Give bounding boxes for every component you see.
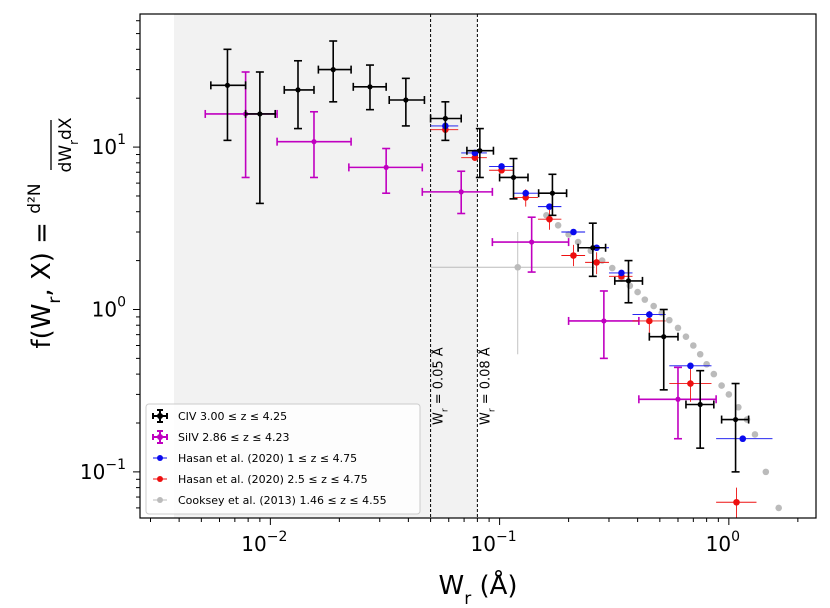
data-point xyxy=(224,82,231,88)
series-2 xyxy=(430,122,773,443)
data-point xyxy=(733,498,740,506)
svg-text:dWrdX: dWrdX xyxy=(56,117,81,172)
data-point xyxy=(666,316,673,324)
data-point xyxy=(739,435,747,443)
legend-marker-dot-2 xyxy=(157,455,163,461)
data-point xyxy=(522,189,530,197)
plot-frame xyxy=(139,13,817,519)
x-tick-label-0: 10−2 xyxy=(241,529,287,556)
data-point xyxy=(626,282,634,290)
data-point xyxy=(593,259,600,266)
series-4 xyxy=(430,212,782,512)
legend-label-0: CIV 3.00 ≤ z ≤ 4.25 xyxy=(178,410,287,423)
data-point xyxy=(618,269,625,277)
data-point xyxy=(257,111,263,117)
y-tick-label-0: 10−1 xyxy=(80,457,126,484)
y-axis-label: f(Wr, X) = d²N xyxy=(25,183,65,348)
data-point xyxy=(682,333,690,340)
data-point xyxy=(590,245,596,251)
x-tick-label-2: 100 xyxy=(706,529,740,556)
data-point xyxy=(661,334,667,340)
data-point xyxy=(403,97,409,103)
data-point xyxy=(549,190,556,196)
data-point xyxy=(697,401,703,408)
data-point xyxy=(546,215,553,223)
data-point xyxy=(330,67,336,73)
data-point xyxy=(570,252,577,259)
vline-label-1: Wr = 0.08 Å xyxy=(477,347,497,425)
data-point xyxy=(641,296,649,303)
data-point xyxy=(546,203,553,210)
vline-layer: Wr = 0.05 Å Wr = 0.08 Å xyxy=(430,14,497,518)
legend-marker-dot-4 xyxy=(157,497,163,503)
legend-label-2: Hasan et al. (2020) 1 ≤ z ≤ 4.75 xyxy=(178,452,357,465)
legend-label-1: SiIV 2.86 ≤ z ≤ 4.23 xyxy=(178,431,289,444)
data-point xyxy=(646,317,653,325)
series-layer xyxy=(204,40,782,518)
data-point xyxy=(529,239,535,245)
legend-marker-dot-0 xyxy=(157,413,163,419)
legend-frame xyxy=(145,403,421,515)
data-point xyxy=(574,238,582,246)
data-point xyxy=(710,370,718,378)
data-point xyxy=(775,504,782,512)
legend-label-4: Cooksey et al. (2013) 1.46 ≤ z ≤ 4.55 xyxy=(178,494,387,507)
data-point xyxy=(510,174,517,181)
data-point xyxy=(735,403,742,411)
data-point xyxy=(498,163,505,170)
data-point xyxy=(295,87,301,93)
y-axis-label-fraction: dWrdX xyxy=(50,117,81,172)
data-point xyxy=(732,416,739,423)
data-point xyxy=(367,84,373,90)
data-point xyxy=(458,189,464,195)
y-tick-label-2: 101 xyxy=(92,132,126,159)
x-tick-label-1: 10−1 xyxy=(471,529,517,556)
data-point xyxy=(311,139,317,145)
series-3 xyxy=(430,126,757,518)
data-point xyxy=(687,380,694,387)
legend: CIV 3.00 ≤ z ≤ 4.25 SiIV 2.86 ≤ z ≤ 4.23 H… xyxy=(145,403,421,515)
x-axis-label: Wr (Å) xyxy=(438,569,517,608)
data-point xyxy=(471,154,479,162)
legend-label-3: Hasan et al. (2020) 2.5 ≤ z ≤ 4.75 xyxy=(178,473,368,486)
legend-marker-dot-3 xyxy=(157,476,163,482)
data-point xyxy=(751,431,759,438)
data-point xyxy=(650,302,657,310)
data-point xyxy=(608,264,616,272)
data-point xyxy=(675,396,681,402)
data-point xyxy=(383,164,389,170)
data-point xyxy=(625,278,632,284)
data-point xyxy=(762,468,770,476)
data-point xyxy=(477,148,483,154)
data-point xyxy=(514,263,522,271)
data-point xyxy=(442,115,448,122)
series-0 xyxy=(210,40,750,473)
vline-label-0: Wr = 0.05 Å xyxy=(431,347,451,425)
data-point xyxy=(690,342,697,349)
y-tick-label-1: 100 xyxy=(92,294,126,321)
legend-marker-dot-1 xyxy=(157,434,163,440)
data-point xyxy=(674,324,682,332)
data-point xyxy=(601,318,607,324)
data-point xyxy=(687,362,694,370)
data-point xyxy=(554,221,562,229)
data-point xyxy=(646,311,653,318)
data-point xyxy=(634,288,641,296)
data-point xyxy=(718,382,725,389)
data-point xyxy=(703,360,710,368)
data-point xyxy=(570,228,577,236)
data-point xyxy=(696,350,704,358)
data-point xyxy=(725,391,733,398)
axes-layer: 10−2 10−1 100 10−1 100 101 xyxy=(80,20,799,556)
